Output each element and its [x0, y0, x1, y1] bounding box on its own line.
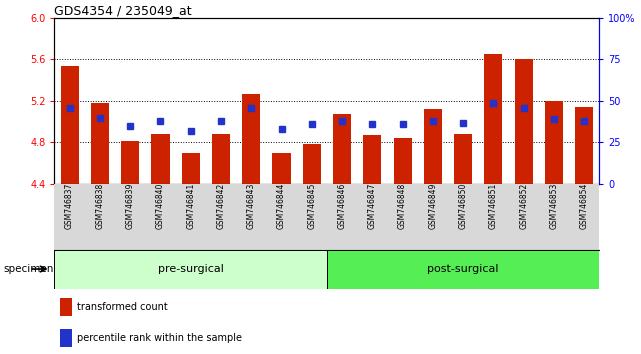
- Bar: [545, 101, 563, 184]
- Bar: [60, 329, 72, 347]
- FancyBboxPatch shape: [327, 250, 599, 289]
- Bar: [151, 134, 169, 184]
- Bar: [242, 93, 260, 184]
- Bar: [424, 109, 442, 184]
- Bar: [60, 65, 79, 184]
- Bar: [91, 103, 109, 184]
- Bar: [485, 54, 503, 184]
- Bar: [212, 134, 230, 184]
- Bar: [181, 153, 200, 184]
- Text: percentile rank within the sample: percentile rank within the sample: [78, 333, 242, 343]
- Text: pre-surgical: pre-surgical: [158, 264, 224, 274]
- Bar: [121, 142, 139, 184]
- Text: transformed count: transformed count: [78, 302, 168, 312]
- Text: GDS4354 / 235049_at: GDS4354 / 235049_at: [54, 4, 192, 17]
- Bar: [272, 153, 290, 184]
- Bar: [303, 143, 321, 184]
- Bar: [333, 114, 351, 184]
- FancyBboxPatch shape: [54, 250, 327, 289]
- Bar: [515, 59, 533, 184]
- Bar: [575, 107, 594, 184]
- Text: post-surgical: post-surgical: [428, 264, 499, 274]
- Bar: [454, 134, 472, 184]
- Bar: [363, 135, 381, 184]
- Bar: [394, 138, 412, 184]
- Text: specimen: specimen: [3, 264, 54, 274]
- Bar: [60, 298, 72, 316]
